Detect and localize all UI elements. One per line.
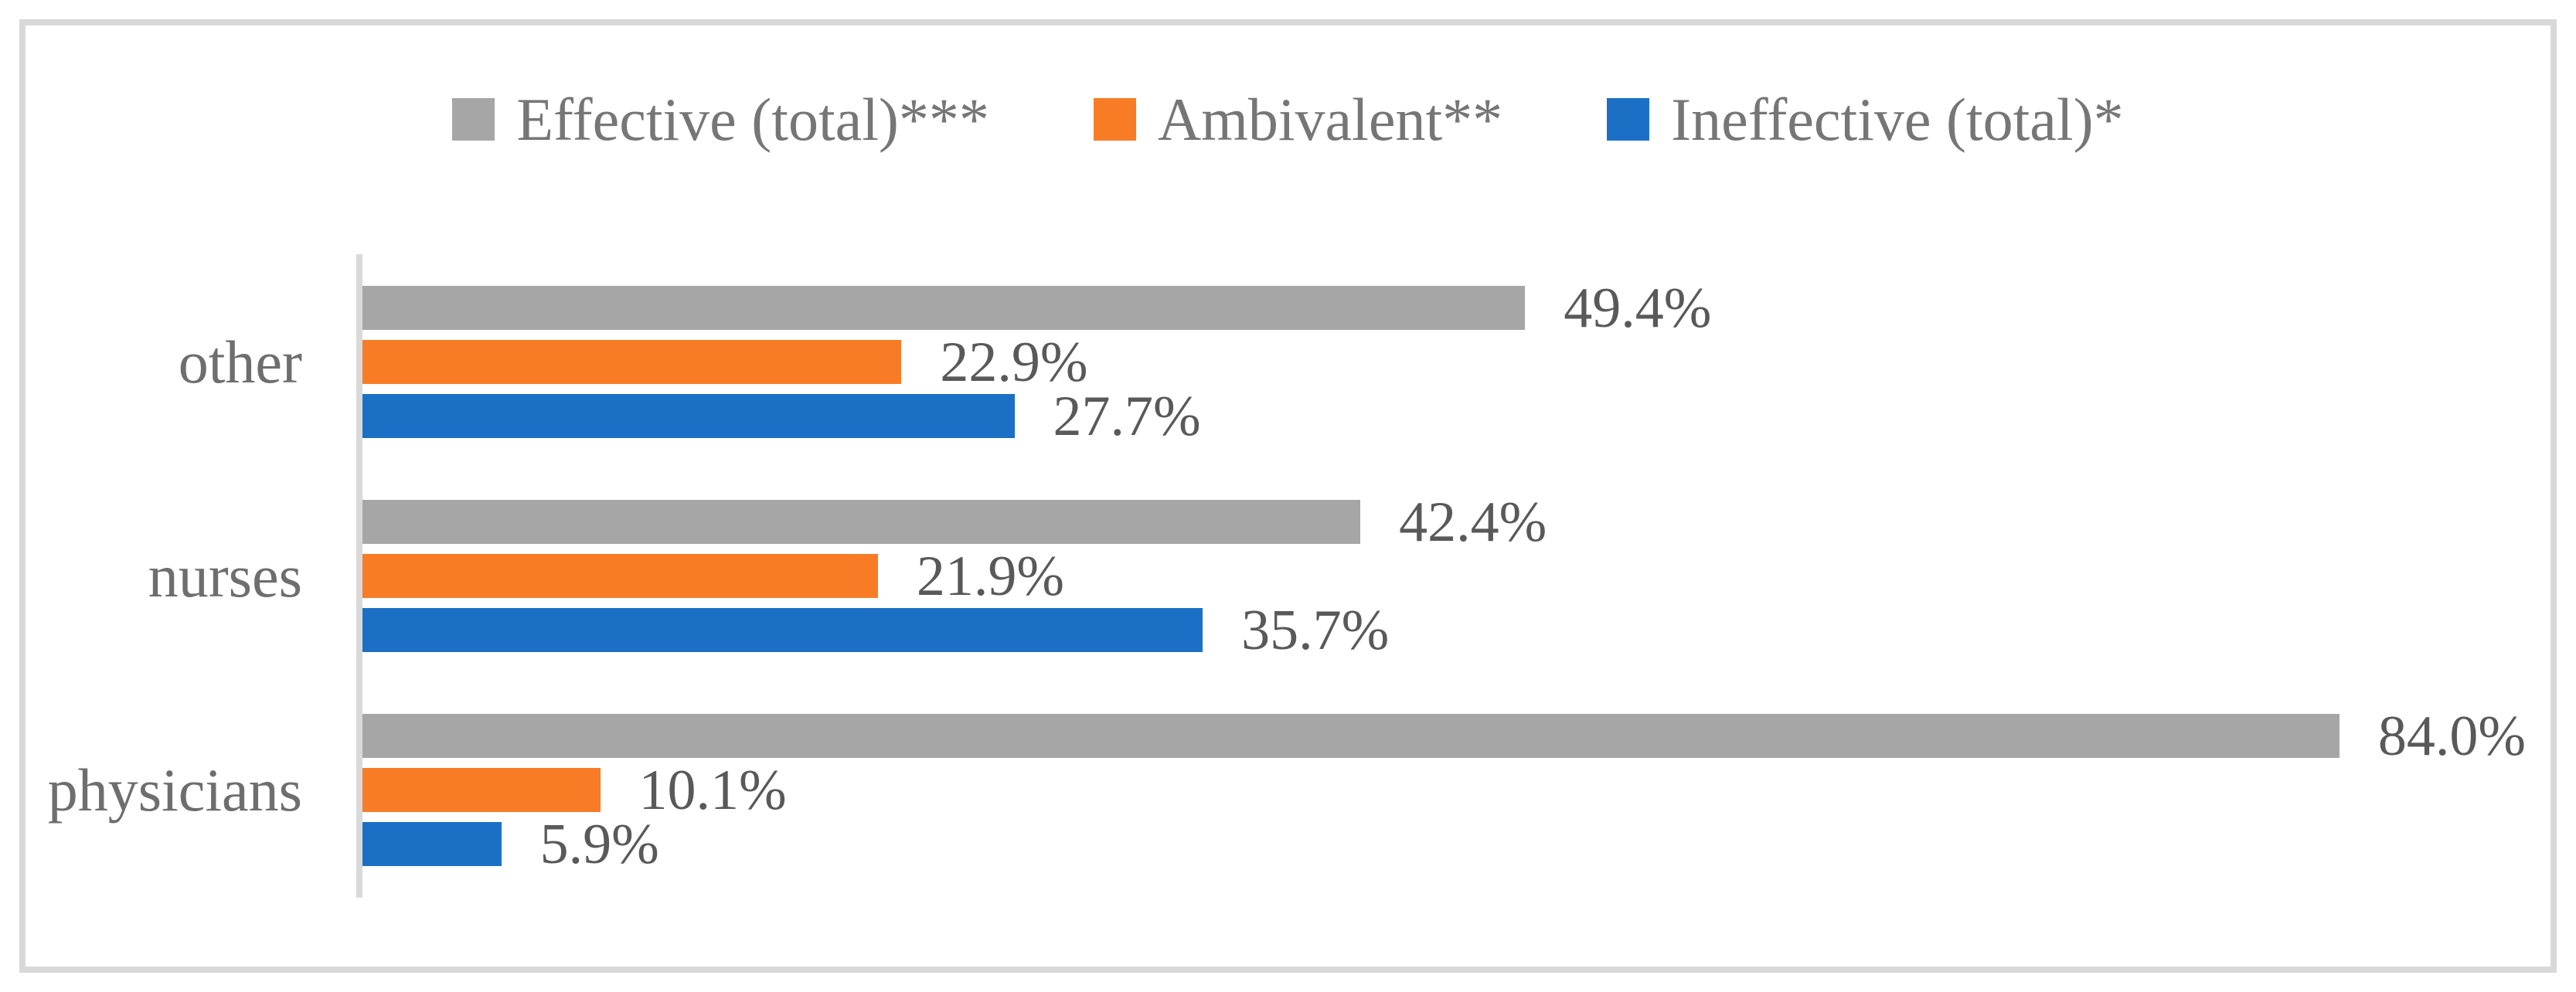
category-label: nurses xyxy=(148,542,302,610)
bar-nurses-series-3 xyxy=(362,608,1203,652)
legend-swatch-icon xyxy=(1607,98,1650,141)
bar-row: 35.7% xyxy=(362,602,2551,659)
legend-label: Effective (total)*** xyxy=(516,86,989,153)
bar-nurses-series-1 xyxy=(362,500,1361,544)
bar-row: 27.7% xyxy=(362,388,2551,445)
category-label: other xyxy=(178,328,302,396)
bar-group-nurses: 42.4% 21.9% 35.7% xyxy=(362,494,2551,659)
bar-physicians-series-3 xyxy=(362,822,502,866)
y-axis-line xyxy=(356,254,362,898)
bar-other-series-3 xyxy=(362,394,1015,438)
value-label: 49.4% xyxy=(1564,276,1712,340)
bar-physicians-series-2 xyxy=(362,768,601,812)
legend-swatch-icon xyxy=(1093,98,1136,141)
bar-group-other: 49.4% 22.9% 27.7% xyxy=(362,280,2551,445)
legend-item: Effective (total)*** xyxy=(452,87,989,153)
bar-other-series-1 xyxy=(362,286,1526,330)
category-column: other nurses physicians xyxy=(26,286,356,866)
legend-item: Ineffective (total)* xyxy=(1607,86,2124,153)
value-label: 42.4% xyxy=(1399,490,1547,554)
bar-row: 10.1% xyxy=(362,762,2551,819)
chart-legend: Effective (total)*** Ambivalent** Ineffect… xyxy=(0,87,2576,153)
figure-frame xyxy=(19,19,2557,973)
bar-row: 21.9% xyxy=(362,548,2551,605)
value-label: 84.0% xyxy=(2377,704,2527,768)
bar-physicians-series-1 xyxy=(362,714,2339,758)
bar-row: 49.4% xyxy=(362,280,2551,337)
legend-label: Ineffective (total)* xyxy=(1671,86,2124,153)
plot-area: other nurses physicians 49.4% 22.9% 27.7% 42.… xyxy=(26,254,2551,898)
bar-row: 84.0% xyxy=(362,708,2551,765)
bar-row: 22.9% xyxy=(362,334,2551,391)
value-label: 10.1% xyxy=(638,758,787,822)
value-label: 22.9% xyxy=(940,330,1088,394)
legend-item: Ambivalent** xyxy=(1093,86,1503,153)
value-label: 21.9% xyxy=(916,544,1065,608)
bar-row: 42.4% xyxy=(362,494,2551,551)
value-label: 27.7% xyxy=(1053,384,1201,448)
value-label: 5.9% xyxy=(539,812,659,876)
bar-row: 5.9% xyxy=(362,816,2551,873)
bar-nurses-series-2 xyxy=(362,554,878,598)
bar-groups: 49.4% 22.9% 27.7% 42.4% 21.9% 35.7% 84.0% 10.1%… xyxy=(362,280,2551,873)
bar-other-series-2 xyxy=(362,340,902,384)
legend-swatch-icon xyxy=(452,98,495,141)
value-label: 35.7% xyxy=(1241,598,1390,662)
category-label: physicians xyxy=(47,756,302,824)
bar-group-physicians: 84.0% 10.1% 5.9% xyxy=(362,708,2551,873)
legend-label: Ambivalent** xyxy=(1157,86,1503,153)
